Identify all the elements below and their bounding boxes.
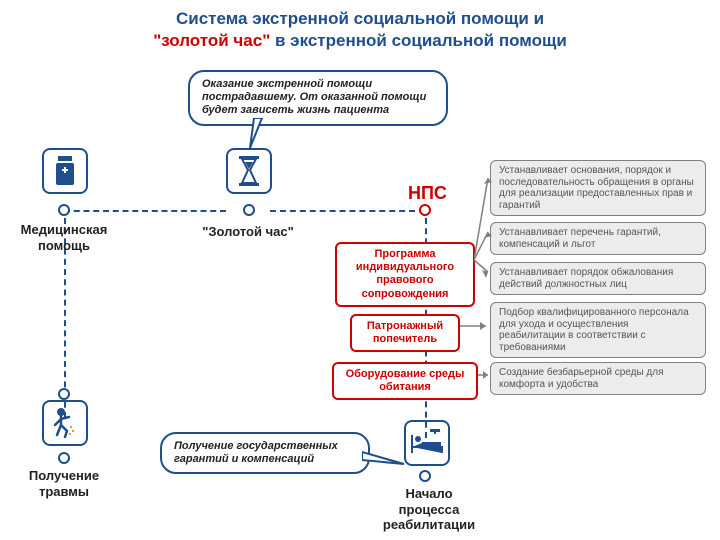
arrows-program [474, 164, 492, 292]
graybox-5-text: Создание безбарьерной среды для комфорта… [499, 367, 664, 390]
injury-circle-bot [58, 452, 70, 464]
golden-circle [243, 204, 255, 216]
injury-person-icon [51, 407, 79, 439]
medical-icon-box [42, 148, 88, 194]
graybox-4-text: Подбор квалифицированного персонала для … [499, 307, 689, 353]
medical-circle [58, 204, 70, 216]
hospital-bed-icon [410, 429, 444, 457]
callout-bottom: Получение государственных гарантий и ком… [160, 432, 370, 474]
injury-icon-box [42, 400, 88, 446]
callout-top: Оказание экстренной помощи пострадавшему… [188, 70, 448, 126]
graybox-4: Подбор квалифицированного персонала для … [490, 302, 706, 358]
hourglass-icon [237, 156, 261, 186]
graybox-1-text: Устанавливает основания, порядок и после… [499, 165, 694, 211]
arrow-equip [478, 370, 492, 380]
dash-golden-nps [270, 210, 425, 212]
rehab-icon-box [404, 420, 450, 466]
callout-top-text: Оказание экстренной помощи пострадавшему… [202, 78, 426, 116]
dash-medical-golden [64, 210, 226, 212]
arrow-patron [460, 320, 492, 332]
title-line2b: в экстренной социальной помощи [270, 31, 567, 50]
callout-bottom-tail [362, 448, 406, 468]
redbox-equip: Оборудование среды обитания [332, 362, 478, 400]
nps-circle [419, 204, 431, 216]
golden-label: "Золотой час" [198, 224, 298, 240]
pill-bottle-icon [52, 156, 78, 186]
redbox-patron: Патронажный попечитель [350, 314, 460, 352]
redbox-patron-text: Патронажный попечитель [367, 320, 443, 345]
title-line1: Система экстренной социальной помощи и [176, 9, 544, 28]
callout-top-tail [248, 118, 268, 150]
redbox-equip-text: Оборудование среды обитания [346, 368, 465, 393]
graybox-5: Создание безбарьерной среды для комфорта… [490, 362, 706, 395]
medical-label: Медицинская помощь [14, 222, 114, 253]
golden-icon-box [226, 148, 272, 194]
graybox-2: Устанавливает перечень гарантий, компенс… [490, 222, 706, 255]
graybox-2-text: Устанавливает перечень гарантий, компенс… [499, 227, 661, 250]
graybox-3-text: Устанавливает порядок обжалования действ… [499, 267, 673, 290]
injury-label: Получение травмы [16, 468, 112, 499]
callout-bottom-text: Получение государственных гарантий и ком… [174, 440, 338, 465]
rehab-circle [419, 470, 431, 482]
rehab-label: Начало процесса реабилитации [374, 486, 484, 533]
graybox-3: Устанавливает порядок обжалования действ… [490, 262, 706, 295]
nps-label: НПС [408, 183, 447, 204]
injury-circle-top [58, 388, 70, 400]
redbox-program-text: Программа индивидуального правового сопр… [356, 248, 454, 300]
title-line2a: "золотой час" [153, 31, 270, 50]
graybox-1: Устанавливает основания, порядок и после… [490, 160, 706, 216]
redbox-program: Программа индивидуального правового сопр… [335, 242, 475, 307]
